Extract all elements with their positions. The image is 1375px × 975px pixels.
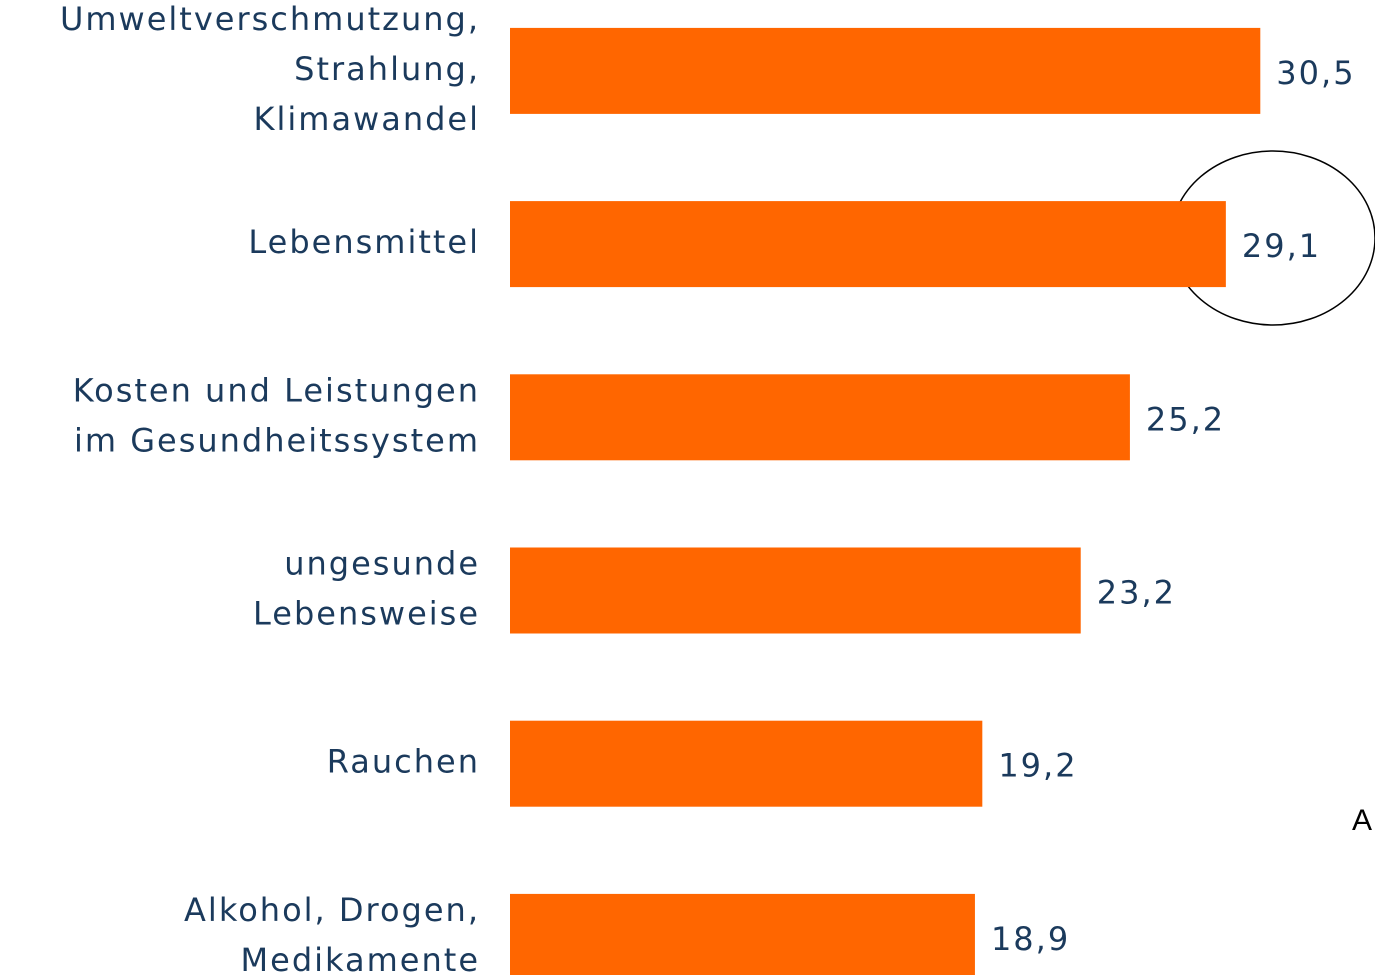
annotation: A	[1352, 804, 1372, 837]
category-label-line: Kosten und Leistungen	[73, 371, 480, 409]
bar	[510, 374, 1130, 461]
bar	[510, 893, 975, 975]
category-label-line: Lebensmittel	[248, 223, 480, 261]
category-label: ungesunde Lebensweise	[253, 545, 480, 633]
category-label-line: Rauchen	[327, 743, 480, 781]
category-label: Alkohol, Drogen, Medikamente	[184, 891, 480, 975]
bar	[510, 201, 1226, 288]
category-label: Rauchen	[327, 743, 480, 781]
bar	[510, 547, 1081, 634]
category-label-line: Alkohol, Drogen,	[184, 891, 480, 929]
category-label-line: ungesunde	[284, 545, 480, 583]
category-label-line: im Gesundheitssystem	[74, 421, 480, 459]
category-label-line: Lebensweise	[253, 595, 480, 633]
category-label-line: Medikamente	[241, 941, 480, 975]
bar	[510, 27, 1261, 114]
category-label: Lebensmittel	[248, 223, 480, 261]
value-label: 19,2	[998, 747, 1077, 785]
value-label: 29,1	[1242, 227, 1321, 265]
bar	[510, 720, 983, 807]
category-label: Kosten und Leistungen im Gesundheitssyste…	[73, 371, 480, 459]
category-label-line: Strahlung,	[294, 50, 480, 88]
value-label: 18,9	[991, 920, 1070, 958]
category-label-line: Klimawandel	[254, 100, 481, 138]
category-label-line: Umweltverschmutzung,	[60, 0, 480, 38]
category-label: Umweltverschmutzung, Strahlung, Klimawande…	[60, 0, 480, 138]
value-label: 30,5	[1276, 54, 1355, 92]
value-label: 25,2	[1146, 400, 1225, 438]
value-label: 23,2	[1097, 574, 1176, 612]
